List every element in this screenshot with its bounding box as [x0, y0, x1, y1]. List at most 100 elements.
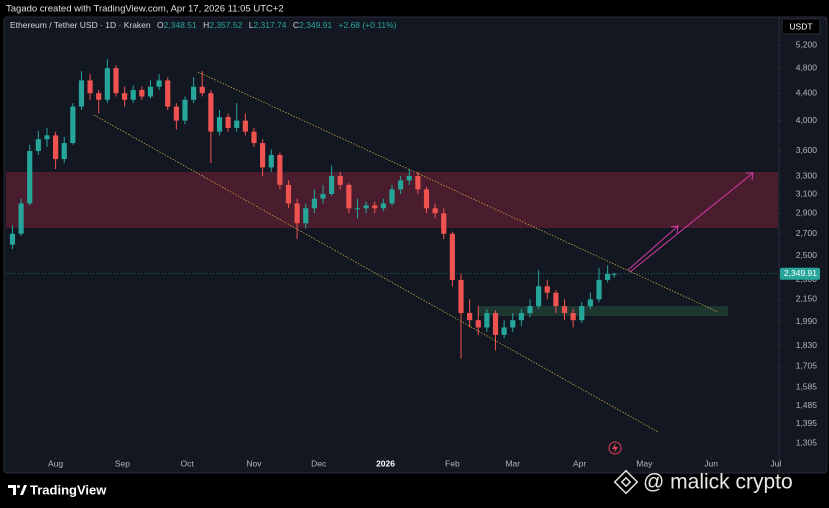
candle-body [432, 208, 438, 214]
candle-body [53, 135, 59, 160]
y-tick-label: 2,700 [796, 228, 818, 238]
candle-body [225, 117, 231, 128]
candle-body [96, 93, 102, 100]
axes: 5,200 4,800 4,400 4,000 3,600 3,300 3,100 2,900… [48, 39, 817, 468]
y-tick-label: 4,800 [796, 62, 818, 72]
candle-body [415, 176, 421, 190]
logo-dot [17, 485, 20, 488]
legend-value: 2,317.74 [253, 20, 286, 30]
caption: Tagado created with TradingView.com, Apr… [6, 4, 284, 15]
symbol: Ethereum / Tether USD · 1D · Kraken [10, 20, 151, 30]
candle-body [35, 139, 41, 151]
candle-body [44, 135, 50, 140]
x-tick-label: Sep [115, 458, 130, 468]
candle-body [518, 313, 524, 321]
candle-body [398, 180, 404, 190]
candle-body [268, 154, 274, 168]
candle-body [570, 313, 576, 321]
candle-body [242, 120, 248, 132]
candle-body [104, 68, 110, 100]
x-tick-label: Dec [311, 458, 327, 468]
currency-box[interactable] [781, 18, 821, 35]
legend-key: L [249, 20, 254, 30]
last-price-label: 2,349.91 [784, 268, 817, 278]
y-tick-label: 2,500 [796, 250, 818, 260]
y-tick-label: 1,585 [796, 381, 818, 391]
legend-key: O [157, 20, 164, 30]
upper-trendline [197, 71, 719, 313]
candle-body [449, 233, 455, 280]
x-tick-label: Mar [505, 458, 520, 468]
candle-body [484, 313, 490, 328]
legend-key: H [203, 20, 209, 30]
alert-icon[interactable] [608, 441, 622, 455]
candle-body [561, 306, 568, 314]
support-zone [478, 306, 728, 316]
logo-text: TradingView [30, 482, 107, 497]
candle-body [467, 313, 473, 321]
legend-value: 2,349.91 [299, 20, 332, 30]
candle-body [587, 299, 593, 307]
arrow-head [746, 172, 754, 181]
diamond-inner [620, 476, 632, 488]
candle-body [389, 189, 395, 204]
x-tick-label: Jun [704, 458, 718, 468]
candle-body [139, 89, 145, 97]
arrow-line [627, 225, 679, 271]
candle-body [208, 93, 214, 132]
currency[interactable]: USDT [789, 21, 812, 31]
candle-body [579, 306, 585, 321]
candle-body [285, 184, 292, 204]
arrow-head [670, 225, 679, 234]
candle-body [251, 131, 257, 144]
candle-body [165, 80, 171, 107]
y-tick-label: 5,200 [796, 39, 818, 49]
x-tick-label: 2026 [376, 458, 395, 468]
candle-body [337, 176, 343, 185]
y-tick-label: 3,100 [796, 188, 818, 198]
y-tick-label: 1,305 [796, 437, 818, 447]
y-tick-label: 1,485 [796, 400, 818, 410]
y-tick-label: 4,000 [796, 115, 818, 125]
legend-key: C [293, 20, 299, 30]
legend-value: 2,348.51 [164, 20, 197, 30]
logo-mark [8, 485, 27, 495]
x-tick-label: Apr [573, 458, 586, 468]
candle-body [441, 213, 447, 234]
candle-body [216, 117, 223, 132]
candle-body [320, 194, 326, 199]
watermark-icon [613, 469, 639, 495]
x-tick-label: Aug [48, 458, 63, 468]
last-price-tag [780, 267, 820, 280]
diamond [613, 469, 639, 495]
candle-body [510, 320, 516, 328]
y-tick-label: 3,300 [796, 170, 818, 180]
candle-body [501, 327, 507, 335]
candle-body [346, 184, 352, 209]
y-tick-label: 2,150 [796, 294, 818, 304]
y-tick-label: 2,900 [796, 207, 818, 217]
candle-body [147, 86, 154, 97]
candle-body [536, 286, 542, 307]
legend: Ethereum / Tether USD · 1D · Kraken O2,3… [10, 20, 397, 30]
candle-body [182, 99, 188, 121]
y-tick-label: 1,990 [796, 316, 818, 326]
candle-body [553, 292, 559, 307]
watermark: @ malick crypto [613, 469, 793, 495]
legend-change: +2.68 (+0.11%) [339, 20, 397, 30]
candle-body [596, 279, 602, 300]
candle-body [611, 273, 617, 275]
candle-body [492, 313, 499, 335]
candle-body [311, 198, 317, 209]
candle-body [260, 143, 266, 168]
candle-body [363, 205, 369, 209]
candle-body [605, 273, 611, 280]
candle-body [130, 89, 136, 100]
candle-body [544, 286, 550, 293]
candle-body [406, 176, 412, 181]
y-tick-label: 1,705 [796, 360, 818, 370]
legend-value: 2,357.52 [209, 20, 242, 30]
candle-body [70, 106, 76, 144]
candle-body [277, 154, 283, 185]
